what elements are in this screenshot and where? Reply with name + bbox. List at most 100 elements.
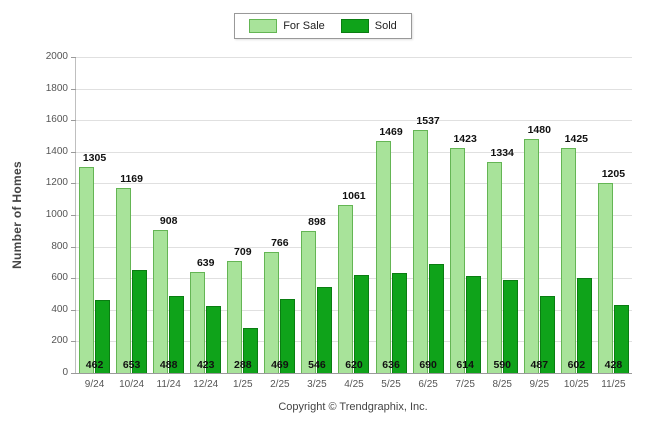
bar-group: 898 546 3/25 [298, 57, 335, 390]
gridline [76, 278, 632, 280]
bar-group: 908 488 11/24 [150, 57, 187, 390]
bar-group: 1205 428 11/25 [595, 57, 632, 390]
gridline [76, 341, 632, 343]
for-sale-bar [190, 272, 206, 373]
x-axis-label: 10/25 [563, 379, 589, 390]
y-tick-label: 0 [28, 367, 76, 378]
gridline [76, 309, 632, 311]
sold-bar [169, 295, 185, 373]
y-tick-label: 1600 [28, 114, 76, 125]
sold-swatch-icon [340, 19, 369, 33]
y-tick-label: 800 [28, 241, 76, 252]
bar-pair: 1205 428 [595, 57, 632, 373]
bar-group: 1469 636 5/25 [373, 57, 410, 390]
for-sale-value-label: 1480 [527, 124, 551, 137]
bar-pair: 1425 602 [558, 57, 595, 373]
bar-group: 1423 614 7/25 [447, 57, 484, 390]
bar-pair: 1537 690 [410, 57, 447, 373]
bar-pair: 908 488 [150, 57, 187, 373]
gridline [76, 183, 632, 185]
x-axis-label: 10/24 [119, 379, 145, 390]
bar-group: 1061 620 4/25 [335, 57, 372, 390]
for-sale-bar [227, 260, 243, 373]
for-sale-bar [79, 166, 95, 373]
for-sale-value-label: 1205 [601, 167, 626, 180]
sold-bar [576, 277, 592, 373]
y-tick-label: 1200 [28, 177, 76, 188]
sold-bar [280, 298, 296, 373]
for-sale-bar [375, 140, 391, 373]
for-sale-bar [523, 139, 539, 373]
bar-pair: 1480 487 [521, 57, 558, 373]
bar-pair: 898 546 [298, 57, 335, 373]
bar-group: 1305 462 9/24 [76, 57, 113, 390]
x-axis-label: 7/25 [455, 379, 475, 390]
for-sale-swatch-icon [249, 19, 278, 33]
sold-bar [465, 276, 481, 373]
sold-bar [613, 305, 629, 373]
x-axis-label: 4/25 [344, 379, 364, 390]
x-axis-label: 11/24 [156, 379, 181, 390]
gridline [76, 151, 632, 153]
bar-pair: 639 423 [187, 57, 224, 373]
for-sale-value-label: 639 [196, 257, 215, 270]
y-tick-label: 400 [28, 304, 76, 315]
for-sale-value-label: 1423 [453, 133, 477, 146]
for-sale-bar [116, 188, 132, 373]
bar-group: 1169 653 10/24 [113, 57, 150, 390]
y-tick-label: 1400 [28, 146, 76, 157]
sold-value-label: 288 [234, 359, 252, 371]
sold-bar [354, 275, 370, 373]
sold-value-label: 636 [382, 359, 400, 371]
legend-label-for-sale: For Sale [283, 20, 325, 32]
for-sale-value-label: 1334 [490, 147, 514, 160]
sold-value-label: 428 [604, 359, 623, 371]
for-sale-value-label: 898 [308, 216, 326, 229]
bar-pair: 1469 636 [373, 57, 410, 373]
sold-bar [132, 269, 148, 373]
bar-group: 639 423 12/24 [187, 57, 224, 390]
for-sale-bar [153, 229, 169, 373]
for-sale-bar [560, 147, 576, 373]
for-sale-bar [486, 162, 502, 373]
sold-value-label: 469 [271, 359, 289, 371]
for-sale-bar [412, 130, 428, 373]
bar-pair: 766 469 [261, 57, 298, 373]
sold-bar [317, 286, 333, 373]
for-sale-bar [301, 231, 317, 373]
sold-value-label: 423 [196, 359, 215, 371]
bar-group: 1425 602 10/25 [558, 57, 595, 390]
for-sale-value-label: 1469 [379, 125, 403, 138]
gridline [76, 88, 632, 90]
x-axis-label: 5/25 [381, 379, 401, 390]
sold-value-label: 546 [308, 359, 326, 371]
for-sale-value-label: 908 [159, 214, 178, 227]
sold-value-label: 462 [85, 359, 104, 371]
bar-pair: 709 288 [224, 57, 261, 373]
x-axis-label: 1/25 [233, 379, 253, 390]
sold-value-label: 614 [456, 359, 474, 371]
x-axis-label: 8/25 [492, 379, 512, 390]
legend-row: For Sale Sold [0, 0, 646, 39]
plot-groups: 1305 462 9/24 1169 653 10/24 908 488 11/24 639 423… [76, 57, 632, 390]
sold-bar [539, 296, 555, 373]
sold-value-label: 487 [530, 359, 549, 371]
sold-value-label: 653 [122, 359, 141, 371]
sold-value-label: 690 [419, 359, 437, 371]
for-sale-value-label: 1169 [120, 173, 143, 186]
x-axis-label: 9/24 [84, 379, 105, 390]
sold-value-label: 488 [159, 359, 178, 371]
x-axis-label: 6/25 [418, 379, 438, 390]
for-sale-value-label: 1425 [564, 132, 589, 145]
sold-value-label: 620 [345, 359, 363, 371]
bar-pair: 1334 590 [484, 57, 521, 373]
bar-pair: 1169 653 [113, 57, 150, 373]
bar-pair: 1061 620 [335, 57, 372, 373]
bar-group: 1480 487 9/25 [521, 57, 558, 390]
bar-pair: 1305 462 [76, 57, 113, 373]
sold-value-label: 602 [567, 359, 586, 371]
x-axis-label: 11/25 [601, 379, 626, 390]
gridline [76, 246, 632, 248]
legend-item-sold: Sold [340, 19, 397, 33]
x-axis-label: 3/25 [307, 379, 327, 390]
